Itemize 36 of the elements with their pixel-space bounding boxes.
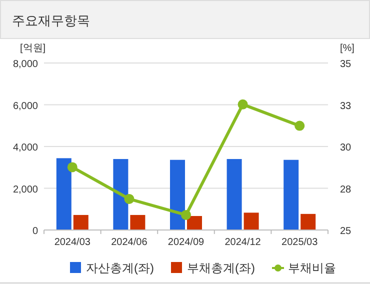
- x-tick-label: 2025/03: [282, 237, 318, 248]
- y-tick-label: 6,000: [12, 100, 38, 112]
- y-tick-label: 0: [32, 226, 38, 237]
- bar: [300, 214, 316, 230]
- y2-tick-label: 33: [340, 100, 352, 112]
- point: [238, 99, 248, 110]
- y2-tick-label: 30: [340, 142, 352, 154]
- y2-tick-label: 25: [340, 226, 352, 237]
- bar: [73, 214, 88, 230]
- bar: [244, 212, 259, 230]
- bar: [284, 160, 299, 230]
- point: [181, 210, 191, 220]
- legend-label: 부채총계(좌): [187, 261, 255, 275]
- legend-label: 부채비율: [288, 261, 336, 275]
- legend-label: 자산총계(좌): [86, 261, 154, 275]
- bar: [226, 159, 242, 230]
- y-tick-label: 4,000: [12, 142, 38, 154]
- y2-axis-title: [%]: [340, 43, 355, 54]
- x-tick-label: 2024/03: [54, 237, 91, 248]
- y-tick-label: 8,000: [12, 59, 38, 70]
- y-axis-title: [억원]: [20, 43, 46, 54]
- point: [124, 194, 134, 204]
- y2-tick-label: 35: [340, 59, 352, 70]
- bar: [170, 160, 185, 230]
- x-tick-label: 2024/12: [224, 237, 262, 248]
- y2-tick-label: 28: [340, 184, 352, 196]
- bar: [56, 158, 72, 230]
- bar: [113, 159, 128, 230]
- point: [67, 162, 78, 172]
- bar: [187, 216, 202, 230]
- point: [294, 120, 305, 131]
- bar: [130, 214, 146, 230]
- x-tick-label: 2024/06: [111, 237, 148, 248]
- y-tick-label: 2,000: [12, 184, 38, 196]
- x-tick-label: 2024/09: [168, 237, 205, 248]
- chart-title: 주요재무항목: [12, 13, 90, 28]
